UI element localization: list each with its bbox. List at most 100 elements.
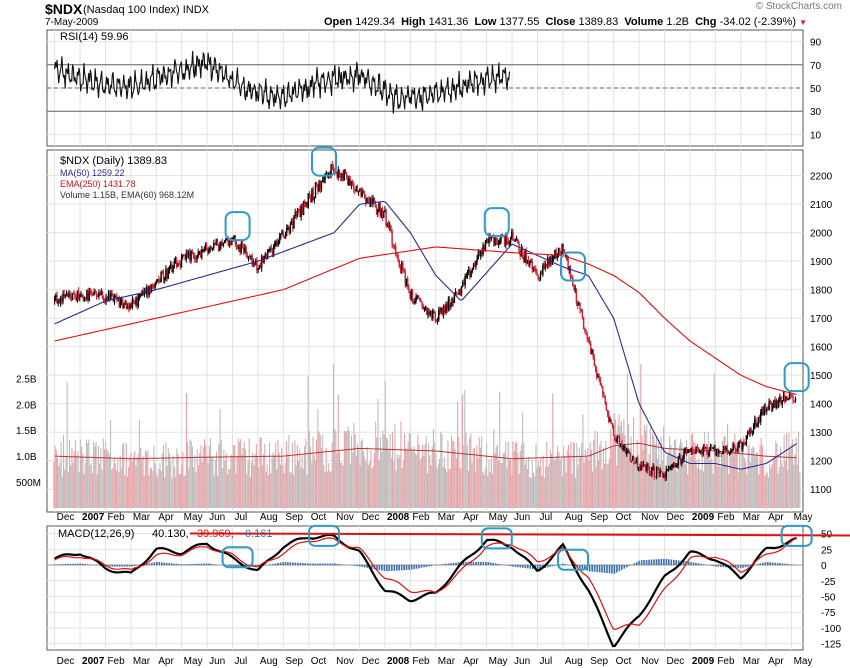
volume-bar xyxy=(71,447,73,508)
macd-histogram-bar xyxy=(353,565,356,566)
volume-bar xyxy=(583,462,585,508)
candle-body xyxy=(593,357,596,366)
close-value: 1389.83 xyxy=(578,16,619,28)
volume-bar xyxy=(546,441,548,508)
candle-body xyxy=(648,466,651,475)
volume-bar xyxy=(781,461,783,508)
x-axis-label: Jul xyxy=(235,512,248,523)
volume-bar xyxy=(78,471,80,508)
volume-bar xyxy=(630,436,632,508)
volume-bar xyxy=(675,439,677,508)
macd-tick-label: -50 xyxy=(821,592,836,603)
candle-body xyxy=(454,292,457,294)
volume-bar xyxy=(396,454,398,508)
candle-body xyxy=(97,296,99,298)
price-tick-label: 2100 xyxy=(810,200,833,211)
volume-tick-label: 2.5B xyxy=(16,374,37,385)
candle-body xyxy=(482,244,484,254)
candle-body xyxy=(555,250,557,258)
volume-bar xyxy=(767,477,769,508)
macd-histogram-bar xyxy=(158,562,161,565)
volume-bar xyxy=(229,469,231,508)
volume-bar xyxy=(494,453,496,508)
candle-body xyxy=(332,167,335,172)
volume-bar xyxy=(657,458,659,508)
volume-bar xyxy=(478,437,480,508)
macd-histogram-bar xyxy=(356,565,358,567)
volume-bar xyxy=(602,447,604,508)
volume-bar xyxy=(592,471,594,508)
candle-body xyxy=(545,264,548,266)
candle-body xyxy=(553,256,555,259)
candle-body xyxy=(168,269,171,271)
volume-bar xyxy=(613,413,615,508)
candle-body xyxy=(641,465,643,467)
volume-bar xyxy=(405,448,407,508)
macd-histogram-bar xyxy=(720,565,722,567)
macd-histogram-bar xyxy=(430,565,433,566)
volume-bar xyxy=(384,380,386,508)
volume-bar xyxy=(69,440,71,508)
macd-histogram-bar xyxy=(663,558,665,565)
volume-bar xyxy=(707,432,709,508)
candle-body xyxy=(280,234,282,237)
candle-body xyxy=(255,260,257,266)
volume-bar xyxy=(663,426,665,508)
volume-bar xyxy=(273,456,275,508)
volume-bar xyxy=(617,424,619,508)
candle-body xyxy=(542,264,544,275)
candle-body xyxy=(85,297,87,299)
macd-histogram-bar xyxy=(655,559,658,565)
volume-bar xyxy=(766,472,768,508)
volume-bar xyxy=(524,464,526,508)
volume-bar xyxy=(499,391,501,508)
candle-body xyxy=(343,170,345,181)
macd-tick-label: -125 xyxy=(821,640,841,651)
x-axis-label: Nov xyxy=(336,656,354,667)
volume-bar xyxy=(492,473,494,508)
volume-bar xyxy=(763,465,765,508)
candle-body xyxy=(782,395,785,401)
copyright-text[interactable]: © StockCharts.com xyxy=(755,1,842,12)
macd-tick-label: 0 xyxy=(821,561,827,572)
macd-histogram-bar xyxy=(554,565,556,566)
macd-histogram-bar xyxy=(123,565,126,567)
macd-histogram-bar xyxy=(626,565,628,568)
candle-body xyxy=(575,288,578,303)
macd-histogram-bar xyxy=(62,564,64,565)
volume-bar xyxy=(324,471,326,508)
volume-bar xyxy=(161,453,163,508)
volume-bar xyxy=(607,463,609,508)
volume-bar xyxy=(267,474,269,508)
volume-bar xyxy=(678,444,680,508)
volume-bar xyxy=(490,458,492,508)
volume-bar xyxy=(742,436,744,508)
candle-body xyxy=(420,300,422,303)
volume-bar xyxy=(208,445,210,508)
macd-histogram-bar xyxy=(621,565,623,570)
volume-bar xyxy=(392,431,394,508)
candle-body xyxy=(196,256,198,260)
macd-histogram-bar xyxy=(472,561,475,565)
volume-bar xyxy=(417,435,419,508)
candle-body xyxy=(299,209,301,217)
volume-bar xyxy=(101,469,103,508)
candle-body xyxy=(596,369,598,378)
candle-body xyxy=(209,247,211,251)
macd-histogram-bar xyxy=(57,564,59,565)
volume-bar xyxy=(201,462,203,508)
price-tick-label: 1900 xyxy=(810,257,833,268)
x-axis-label: Aug xyxy=(565,656,583,667)
candle-body xyxy=(231,239,233,246)
volume-bar xyxy=(428,442,430,508)
candle-body xyxy=(661,471,664,477)
x-axis-label: Jun xyxy=(514,512,530,523)
macd-histogram-bar xyxy=(67,563,69,565)
candle-body xyxy=(600,385,603,387)
candle-body xyxy=(462,282,464,287)
volume-bar xyxy=(206,456,208,508)
candle-body xyxy=(547,257,549,266)
candle-body xyxy=(446,304,448,310)
volume-bar xyxy=(399,455,401,508)
volume-bar xyxy=(795,437,797,508)
